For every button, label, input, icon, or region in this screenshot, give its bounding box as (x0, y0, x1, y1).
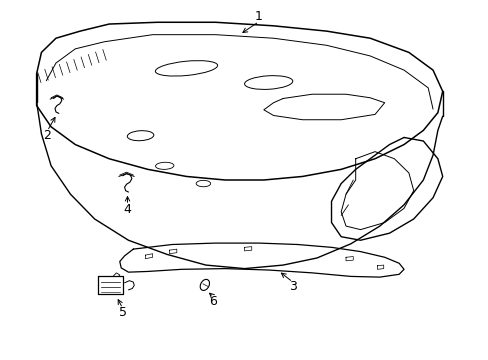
Text: 6: 6 (209, 295, 217, 308)
Text: 5: 5 (119, 306, 126, 319)
Text: 4: 4 (123, 203, 131, 216)
Text: 1: 1 (255, 10, 263, 23)
Text: 3: 3 (288, 280, 296, 293)
Text: 2: 2 (43, 129, 51, 142)
